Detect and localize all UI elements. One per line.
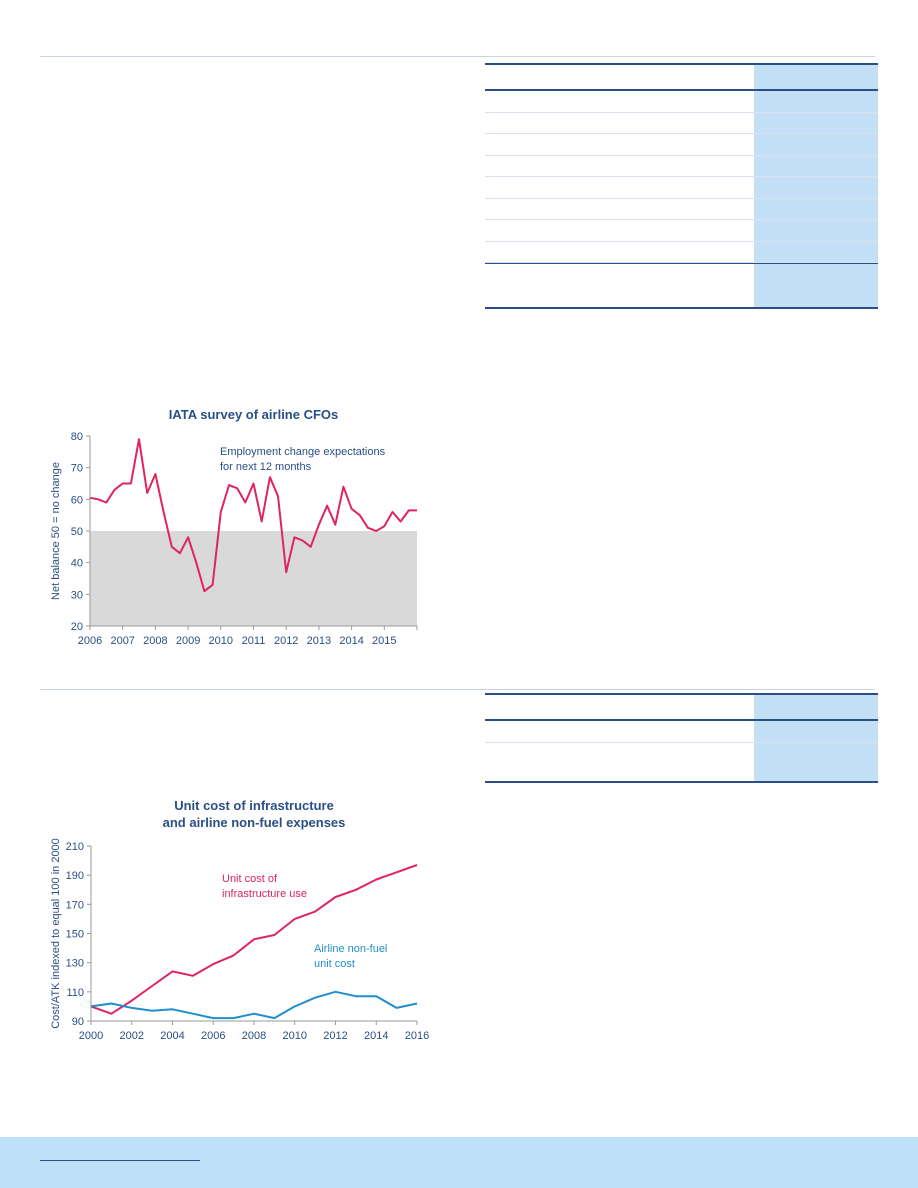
series-line-1: [89, 438, 417, 593]
table-row: [485, 177, 878, 199]
y-tick-label: 50: [71, 526, 83, 538]
table-row: [485, 91, 878, 113]
highlight-column: [754, 695, 878, 781]
series-label: unit cost: [314, 958, 355, 970]
x-tick-label: 2004: [160, 1030, 184, 1042]
x-tick-label: 2012: [274, 635, 298, 647]
table-header-row: [485, 695, 878, 721]
y-tick-label: 80: [71, 431, 83, 443]
series-line-2: [90, 990, 418, 1020]
x-tick-label: 2007: [110, 635, 134, 647]
x-tick-label: 2011: [242, 635, 266, 647]
x-tick-label: 2006: [78, 635, 102, 647]
x-tick-label: 2015: [372, 635, 396, 647]
chart-title: IATA survey of airline CFOs: [169, 407, 339, 422]
shaded-region: [90, 531, 417, 626]
section-rule-middle: [40, 689, 875, 690]
chart-annotation: Employment change expectations: [220, 446, 386, 458]
table-row: [485, 220, 878, 242]
table-row: [485, 113, 878, 134]
table-total-row: [485, 263, 878, 285]
table-header-row: [485, 65, 878, 91]
y-tick-label: 30: [71, 589, 83, 601]
series-label: Airline non-fuel: [314, 943, 387, 955]
highlight-column: [754, 65, 878, 307]
footer-band: [0, 1137, 918, 1188]
x-tick-label: 2010: [209, 635, 233, 647]
y-axis-label: Cost/ATK indexed to equal 100 in 2000: [50, 838, 62, 1029]
x-tick-label: 2008: [242, 1030, 266, 1042]
y-tick-label: 70: [71, 463, 83, 475]
x-tick-label: 2000: [79, 1030, 103, 1042]
x-tick-label: 2006: [201, 1030, 225, 1042]
y-axis-label: Net balance 50 = no change: [50, 462, 62, 600]
x-tick-label: 2009: [176, 635, 200, 647]
chart-annotation: for next 12 months: [220, 461, 312, 473]
y-tick-label: 40: [71, 558, 83, 570]
y-tick-label: 90: [72, 1016, 84, 1028]
cfo-survey-chart-svg: IATA survey of airline CFOs 20 30 40 50 60 70 8…: [50, 407, 418, 647]
y-tick-label: 20: [71, 621, 83, 633]
series-label: Unit cost of: [222, 873, 278, 885]
x-tick-label: 2012: [323, 1030, 347, 1042]
x-tick-label: 2014: [364, 1030, 388, 1042]
y-tick-label: 60: [71, 494, 83, 506]
data-table-1: [485, 63, 878, 309]
footnote-rule: [40, 1160, 200, 1161]
x-tick-label: 2008: [143, 635, 167, 647]
chart-title: and airline non-fuel expenses: [163, 815, 346, 830]
table-row: [485, 242, 878, 263]
y-tick-label: 150: [66, 929, 84, 941]
y-tick-label: 190: [66, 870, 84, 882]
y-tick-label: 130: [66, 958, 84, 970]
table-row: [485, 134, 878, 156]
y-tick-label: 110: [66, 987, 84, 999]
x-tick-label: 2016: [405, 1030, 429, 1042]
table-row: [485, 721, 878, 743]
unit-cost-chart-svg: Unit cost of infrastructure and airline n…: [50, 798, 429, 1042]
chart-title: Unit cost of infrastructure: [174, 798, 334, 813]
table-row: [485, 743, 878, 765]
unit-cost-chart: Unit cost of infrastructure and airline n…: [40, 795, 440, 1055]
x-tick-label: 2014: [339, 635, 363, 647]
cfo-survey-chart: IATA survey of airline CFOs 20 30 40 50 60 70 8…: [40, 400, 440, 665]
x-tick-label: 2002: [120, 1030, 144, 1042]
section-rule-top: [40, 56, 875, 57]
data-table-2: [485, 693, 878, 783]
x-tick-label: 2013: [307, 635, 331, 647]
series-label: infrastructure use: [222, 888, 307, 900]
y-tick-label: 170: [66, 899, 84, 911]
y-tick-label: 210: [66, 841, 84, 853]
table-row: [485, 156, 878, 177]
table-row: [485, 199, 878, 220]
x-tick-label: 2010: [283, 1030, 307, 1042]
series-line-1: [90, 864, 418, 1015]
